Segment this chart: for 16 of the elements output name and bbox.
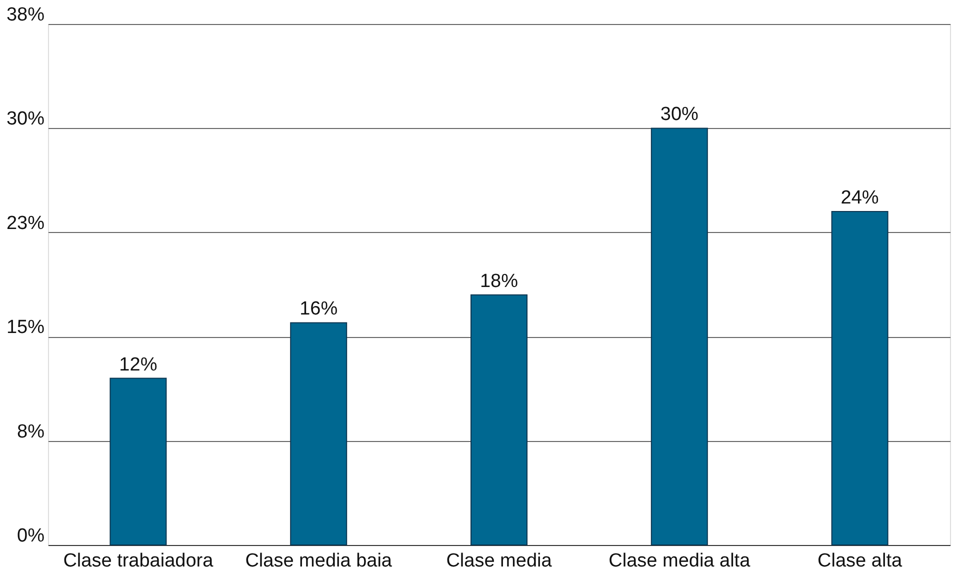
- y-tick-label: 15%: [6, 317, 45, 338]
- y-tick-label: 0%: [17, 526, 45, 546]
- data-label: 12%: [119, 354, 158, 376]
- data-label: 30%: [660, 104, 699, 126]
- x-tick-label: Clase trabaiadora: [63, 550, 214, 572]
- y-tick-label: 38%: [6, 4, 45, 26]
- data-label: 18%: [480, 270, 518, 292]
- x-tick-label: Clase media alta: [608, 550, 751, 572]
- y-tick-label: 23%: [6, 212, 45, 234]
- data-label: 24%: [840, 188, 879, 209]
- x-tick-label: Clase alta: [818, 550, 902, 572]
- data-label: 16%: [300, 298, 338, 320]
- y-tick-label: 30%: [6, 108, 45, 130]
- y-tick-label: 8%: [17, 421, 45, 442]
- x-tick-label: Clase media baia: [245, 550, 392, 572]
- x-tick-label: Clase media: [446, 550, 552, 572]
